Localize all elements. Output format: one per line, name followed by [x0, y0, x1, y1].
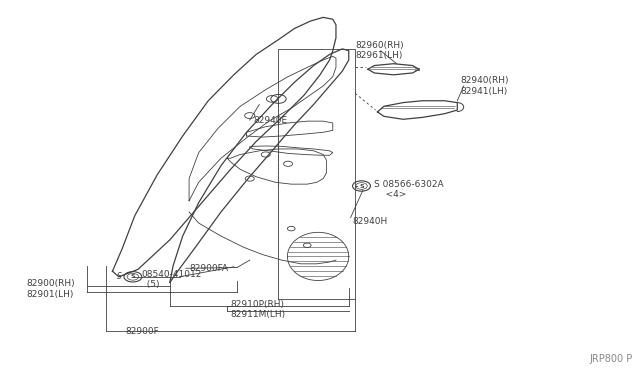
Text: 82910P(RH)
82911M(LH): 82910P(RH) 82911M(LH)	[230, 300, 285, 319]
Text: 82940E: 82940E	[253, 116, 287, 125]
Text: S: S	[359, 183, 364, 189]
Text: S 08566-6302A
    <4>: S 08566-6302A <4>	[374, 180, 444, 199]
Text: 82960(RH)
82961(LH): 82960(RH) 82961(LH)	[355, 41, 404, 60]
Text: JRP800 P: JRP800 P	[589, 354, 633, 364]
Text: 08540-41012
  (5): 08540-41012 (5)	[141, 270, 202, 289]
Text: 82900FA: 82900FA	[189, 264, 228, 273]
Text: 82900F: 82900F	[125, 327, 159, 336]
Text: S: S	[131, 274, 135, 279]
Text: 82940H: 82940H	[352, 217, 387, 226]
Text: 82900(RH)
82901(LH): 82900(RH) 82901(LH)	[26, 279, 75, 299]
Text: 82940(RH)
82941(LH): 82940(RH) 82941(LH)	[461, 76, 509, 96]
Text: S: S	[117, 272, 122, 281]
